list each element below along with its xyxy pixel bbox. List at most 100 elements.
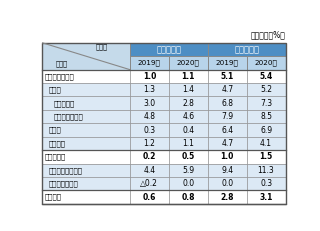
Text: 2019年: 2019年 bbox=[138, 60, 161, 66]
Text: 全国平均: 全国平均 bbox=[44, 194, 61, 201]
Text: 住　宅　地: 住 宅 地 bbox=[156, 45, 181, 54]
Bar bbox=[247, 56, 285, 70]
Bar bbox=[208, 137, 247, 150]
Bar bbox=[208, 70, 247, 83]
Bar bbox=[247, 70, 285, 83]
Text: 2020年: 2020年 bbox=[255, 60, 277, 66]
Bar bbox=[43, 110, 130, 123]
Text: 4.4: 4.4 bbox=[143, 166, 156, 175]
Text: （変動率：%）: （変動率：%） bbox=[251, 30, 285, 40]
Text: 地方圏平均: 地方圏平均 bbox=[44, 154, 66, 160]
Bar bbox=[130, 110, 169, 123]
Bar bbox=[169, 123, 208, 137]
Bar bbox=[169, 110, 208, 123]
Text: 2020年: 2020年 bbox=[177, 60, 200, 66]
Text: 2019年: 2019年 bbox=[216, 60, 239, 66]
Bar bbox=[43, 190, 130, 204]
Text: 地方圏　その他: 地方圏 その他 bbox=[49, 180, 79, 187]
Bar bbox=[130, 56, 169, 70]
Text: 1.0: 1.0 bbox=[220, 152, 234, 161]
Bar bbox=[169, 190, 208, 204]
Text: 5.9: 5.9 bbox=[182, 166, 194, 175]
Text: 1.3: 1.3 bbox=[143, 85, 156, 94]
Text: 1.1: 1.1 bbox=[182, 72, 195, 81]
Text: 地方圏　地方四市: 地方圏 地方四市 bbox=[49, 167, 83, 173]
Bar bbox=[208, 83, 247, 97]
Bar bbox=[247, 137, 285, 150]
Bar bbox=[43, 43, 130, 70]
Bar bbox=[43, 150, 130, 164]
Bar bbox=[43, 137, 130, 150]
Bar bbox=[169, 70, 208, 83]
Text: 6.4: 6.4 bbox=[221, 125, 233, 134]
Text: 5.4: 5.4 bbox=[260, 72, 273, 81]
Bar bbox=[247, 190, 285, 204]
Text: 4.6: 4.6 bbox=[182, 112, 194, 121]
Bar bbox=[247, 110, 285, 123]
Text: 1.5: 1.5 bbox=[260, 152, 273, 161]
Text: 11.3: 11.3 bbox=[258, 166, 275, 175]
Bar bbox=[130, 123, 169, 137]
Text: 0.3: 0.3 bbox=[143, 125, 156, 134]
Text: 三大都市圏平均: 三大都市圏平均 bbox=[44, 73, 74, 80]
Text: 7.3: 7.3 bbox=[260, 99, 272, 108]
Bar bbox=[43, 177, 130, 190]
Bar bbox=[130, 150, 169, 164]
Text: 0.6: 0.6 bbox=[143, 193, 156, 202]
Bar bbox=[169, 164, 208, 177]
Bar bbox=[208, 150, 247, 164]
Text: 4.1: 4.1 bbox=[260, 139, 272, 148]
Bar bbox=[208, 56, 247, 70]
Text: 5.1: 5.1 bbox=[220, 72, 234, 81]
Bar bbox=[130, 164, 169, 177]
Bar bbox=[169, 177, 208, 190]
Bar bbox=[247, 97, 285, 110]
Text: 1.0: 1.0 bbox=[143, 72, 156, 81]
Text: 名古屋圏: 名古屋圏 bbox=[49, 140, 66, 147]
Text: 0.3: 0.3 bbox=[260, 179, 272, 188]
Text: 8.5: 8.5 bbox=[260, 112, 272, 121]
Bar bbox=[247, 150, 285, 164]
Bar bbox=[130, 43, 208, 56]
Bar bbox=[130, 177, 169, 190]
Bar bbox=[43, 97, 130, 110]
Text: （東京都）: （東京都） bbox=[53, 100, 75, 106]
Bar bbox=[169, 150, 208, 164]
Bar bbox=[208, 190, 247, 204]
Text: 6.8: 6.8 bbox=[221, 99, 233, 108]
Bar bbox=[130, 97, 169, 110]
Text: 3.0: 3.0 bbox=[143, 99, 156, 108]
Bar bbox=[169, 97, 208, 110]
Text: △0.2: △0.2 bbox=[140, 179, 158, 188]
Text: 0.0: 0.0 bbox=[182, 179, 194, 188]
Bar bbox=[169, 56, 208, 70]
Text: 6.9: 6.9 bbox=[260, 125, 272, 134]
Text: 商　業　地: 商 業 地 bbox=[234, 45, 259, 54]
Text: 用途別: 用途別 bbox=[96, 44, 108, 50]
Text: 0.4: 0.4 bbox=[182, 125, 194, 134]
Text: 0.8: 0.8 bbox=[181, 193, 195, 202]
Text: 圏域別: 圏域別 bbox=[56, 60, 68, 67]
Text: 5.2: 5.2 bbox=[260, 85, 272, 94]
Text: 1.4: 1.4 bbox=[182, 85, 194, 94]
Text: 7.9: 7.9 bbox=[221, 112, 233, 121]
Bar bbox=[169, 137, 208, 150]
Bar bbox=[130, 70, 169, 83]
Text: （東京都区部）: （東京都区部） bbox=[53, 113, 83, 120]
Bar bbox=[43, 83, 130, 97]
Text: 2.8: 2.8 bbox=[220, 193, 234, 202]
Bar bbox=[208, 177, 247, 190]
Bar bbox=[169, 83, 208, 97]
Text: 3.1: 3.1 bbox=[260, 193, 273, 202]
Text: 大阪圏: 大阪圏 bbox=[49, 127, 62, 133]
Bar bbox=[43, 164, 130, 177]
Bar bbox=[247, 123, 285, 137]
Text: 4.8: 4.8 bbox=[143, 112, 156, 121]
Text: 0.5: 0.5 bbox=[182, 152, 195, 161]
Bar bbox=[43, 123, 130, 137]
Bar bbox=[130, 83, 169, 97]
Bar bbox=[208, 123, 247, 137]
Bar bbox=[208, 43, 285, 56]
Text: 東京圏: 東京圏 bbox=[49, 86, 62, 93]
Text: 9.4: 9.4 bbox=[221, 166, 233, 175]
